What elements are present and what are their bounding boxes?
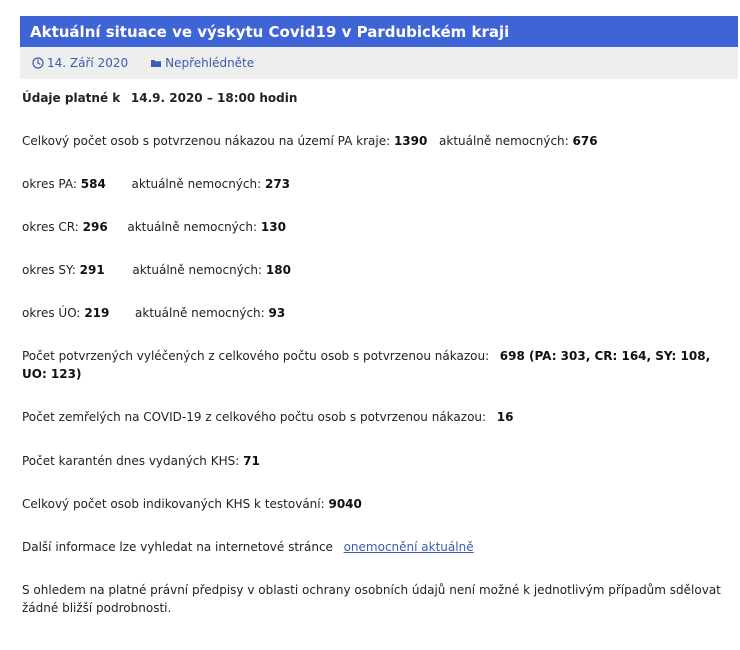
total-value: 1390 bbox=[393, 134, 428, 148]
district-active-value: 130 bbox=[260, 220, 286, 234]
quarantine-label: Počet karantén dnes vydaných KHS: bbox=[22, 454, 240, 468]
more-info-label: Další informace lze vyhledat na internet… bbox=[22, 540, 333, 554]
district-active-value: 93 bbox=[268, 306, 286, 320]
deaths-line: Počet zemřelých na COVID-19 z celkového … bbox=[22, 408, 734, 426]
covid-info-link[interactable]: onemocnění aktuálně bbox=[343, 540, 474, 554]
total-active-label: aktuálně nemocných: bbox=[439, 134, 569, 148]
district-line: okres SY: 291 aktuálně nemocných: 180 bbox=[22, 261, 734, 279]
district-line: okres CR: 296 aktuálně nemocných: 130 bbox=[22, 218, 734, 236]
district-active-label: aktuálně nemocných: bbox=[127, 220, 258, 234]
clock-icon bbox=[32, 57, 44, 69]
category-link[interactable]: Nepřehlédněte bbox=[150, 56, 254, 70]
more-info-line: Další informace lze vyhledat na internet… bbox=[22, 538, 734, 556]
date-link[interactable]: 14. Září 2020 bbox=[32, 56, 128, 70]
district-line: okres PA: 584 aktuálně nemocných: 273 bbox=[22, 175, 734, 193]
recovered-label: Počet potvrzených vyléčených z celkového… bbox=[22, 349, 490, 363]
recovered-value: 698 (PA: 303, CR: 164, SY: 108, UO: 123) bbox=[22, 349, 711, 381]
district-active-label: aktuálně nemocných: bbox=[131, 177, 262, 191]
valid-value: 14.9. 2020 – 18:00 hodin bbox=[130, 91, 298, 105]
article-title-bar: Aktuální situace ve výskytu Covid19 v Pa… bbox=[20, 16, 738, 47]
district-active-value: 273 bbox=[264, 177, 291, 191]
date-label: 14. Září 2020 bbox=[47, 56, 129, 70]
total-active-value: 676 bbox=[572, 134, 598, 148]
folder-icon bbox=[150, 57, 162, 69]
district-active-label: aktuálně nemocných: bbox=[132, 263, 263, 277]
article-title[interactable]: Aktuální situace ve výskytu Covid19 v Pa… bbox=[30, 22, 510, 41]
category-label: Nepřehlédněte bbox=[165, 56, 255, 70]
quarantine-line: Počet karantén dnes vydaných KHS: 71 bbox=[22, 452, 734, 470]
district-line: okres ÚO: 219 aktuálně nemocných: 93 bbox=[22, 304, 734, 322]
total-label: Celkový počet osob s potvrzenou nákazou … bbox=[22, 134, 391, 148]
district-value: 219 bbox=[84, 306, 110, 320]
privacy-note: S ohledem na platné právní předpisy v ob… bbox=[22, 583, 721, 615]
district-value: 291 bbox=[79, 263, 105, 277]
tested-label: Celkový počet osob indikovaných KHS k te… bbox=[22, 497, 325, 511]
tested-line: Celkový počet osob indikovaných KHS k te… bbox=[22, 495, 734, 513]
district-label: okres CR: bbox=[22, 220, 79, 234]
deaths-value: 16 bbox=[496, 410, 514, 424]
quarantine-value: 71 bbox=[243, 454, 260, 468]
deaths-label: Počet zemřelých na COVID-19 z celkového … bbox=[22, 410, 487, 424]
tested-value: 9040 bbox=[328, 497, 362, 511]
total-line: Celkový počet osob s potvrzenou nákazou … bbox=[22, 132, 734, 150]
district-label: okres SY: bbox=[22, 263, 76, 277]
valid-label: Údaje platné k bbox=[22, 91, 121, 105]
district-label: okres ÚO: bbox=[22, 306, 81, 320]
valid-date-line: Údaje platné k 14.9. 2020 – 18:00 hodin bbox=[22, 89, 734, 107]
district-active-label: aktuálně nemocných: bbox=[135, 306, 265, 320]
recovered-line: Počet potvrzených vyléčených z celkového… bbox=[22, 347, 734, 383]
district-active-value: 180 bbox=[265, 263, 291, 277]
article: Aktuální situace ve výskytu Covid19 v Pa… bbox=[20, 16, 738, 79]
article-meta: 14. Září 2020 Nepřehlédněte bbox=[20, 47, 738, 79]
district-value: 584 bbox=[80, 177, 106, 191]
district-label: okres PA: bbox=[22, 177, 77, 191]
district-value: 296 bbox=[82, 220, 108, 234]
